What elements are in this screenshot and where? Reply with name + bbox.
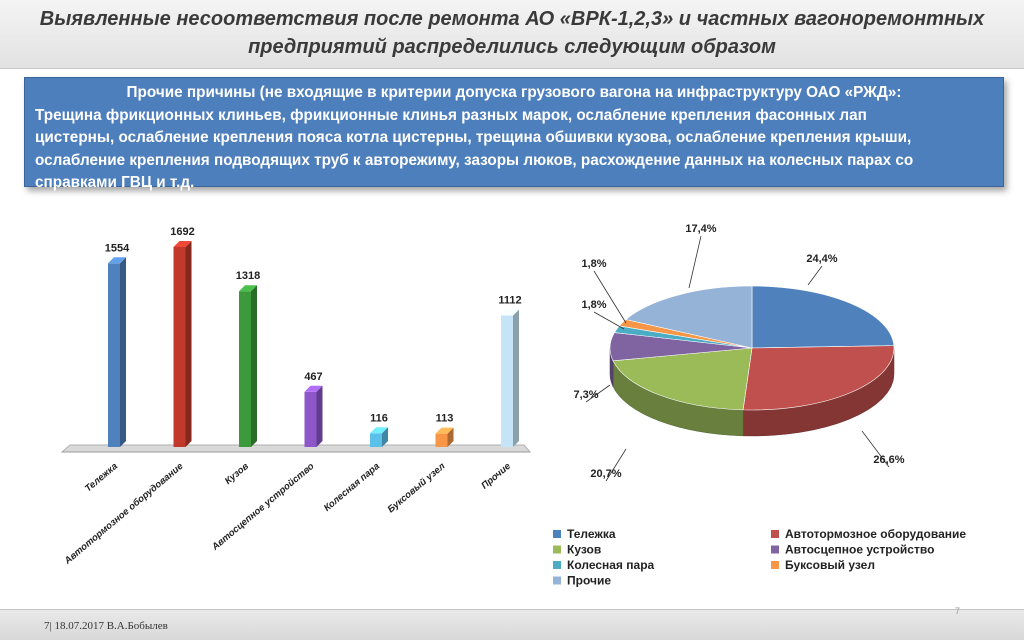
- bar-side: [513, 309, 519, 447]
- pie-slice: [751, 285, 895, 349]
- legend-label: Кузов: [567, 543, 601, 557]
- legend-swatch: [553, 576, 561, 585]
- bar-front: [304, 391, 317, 447]
- legend-swatch: [771, 561, 779, 569]
- footer-text: 7| 18.07.2017 В.А.Бобылев: [44, 620, 168, 632]
- other-reasons-box: Прочие причины (не входящие в критерии д…: [24, 77, 1004, 191]
- bar-top: [173, 241, 192, 247]
- bar-side: [447, 427, 454, 447]
- bar-value-label: 467: [304, 371, 322, 383]
- legend-label: Буксовый узел: [785, 558, 875, 572]
- bar-front: [501, 315, 513, 447]
- pie-leader-line: [585, 384, 611, 403]
- floor-plane: [60, 444, 532, 453]
- other-reasons-line: ослабление крепления подводящих труб к а…: [35, 151, 914, 169]
- bar-category-label: Кузов: [223, 461, 251, 487]
- pie-leader-line: [688, 235, 702, 289]
- legend-swatch: [553, 561, 561, 569]
- bar-top: [304, 385, 323, 392]
- footer-bar: 7 7| 18.07.2017 В.А.Бобылев: [0, 606, 1024, 640]
- pie-percent-label: 24,4%: [806, 253, 837, 265]
- bar-top: [108, 257, 126, 264]
- bar-category-label: Автосцепное устройство: [209, 461, 316, 554]
- bar-value-label: 116: [370, 412, 388, 424]
- legend-swatch: [553, 530, 561, 538]
- pie-leader-line: [605, 448, 627, 482]
- legend-swatch: [553, 545, 561, 554]
- bar-front: [108, 263, 120, 447]
- pie-chart: 24,4% 26,6% 20,7% 7,3% 1,8% 1,8% 17,4% Тележка А…: [553, 223, 966, 588]
- slide-title-line-1: Выявленные несоответствия после ремонта …: [39, 8, 985, 30]
- bar-chart: 1554 Тележка 1692 Автотормозное оборудовани…: [60, 226, 532, 567]
- bar-top: [239, 285, 257, 292]
- bar-front: [173, 247, 186, 447]
- other-reasons-line: цистерны, ослабление крепления пояса кот…: [35, 129, 912, 146]
- pie-percent-label: 20,7%: [590, 468, 621, 480]
- legend-label: Колесная пара: [567, 558, 655, 572]
- bar-value-label: 1554: [105, 242, 130, 254]
- pie-percent-label: 26,6%: [873, 454, 904, 466]
- bar-value-label: 1692: [170, 226, 194, 238]
- pie-percent-label: 17,4%: [685, 223, 716, 235]
- legend-label: Тележка: [567, 527, 616, 541]
- pie-leader-line: [593, 311, 625, 330]
- page-mark: 7: [954, 606, 960, 616]
- charts-area: 1554 Тележка 1692 Автотормозное оборудовани…: [60, 223, 966, 588]
- bar-front: [435, 433, 448, 447]
- slide-title-line-2: предприятий распределились следующим обр…: [248, 36, 776, 58]
- bar-value-label: 113: [436, 413, 454, 425]
- legend-swatch: [771, 545, 779, 554]
- legend-label: Автотормозное оборудование: [785, 527, 966, 541]
- pie-slice: [612, 347, 753, 411]
- pie-slice: [625, 285, 753, 349]
- pie-leader-line: [861, 430, 890, 468]
- bar-side: [251, 285, 257, 447]
- bar-category-label: Колесная пара: [322, 461, 382, 514]
- bar-top: [435, 427, 454, 434]
- bar-side: [120, 257, 126, 447]
- legend-label: Автосцепное устройство: [785, 543, 934, 557]
- other-reasons-line: Трещина фрикционных клиньев, фрикционные…: [35, 106, 867, 124]
- bar-side: [316, 385, 323, 447]
- legend-label: Прочие: [567, 574, 611, 588]
- bar-category-label: Прочие: [479, 460, 513, 491]
- bar-side: [185, 241, 192, 447]
- bar-top: [370, 427, 388, 434]
- other-reasons-header: Прочие причины (не входящие в критерии д…: [126, 84, 902, 101]
- bar-value-label: 1112: [498, 295, 521, 307]
- legend-swatch: [771, 530, 779, 538]
- bar-value-label: 1318: [236, 270, 260, 282]
- pie-percent-label: 1,8%: [581, 258, 606, 270]
- pie-slice: [742, 345, 895, 411]
- bar-top: [501, 309, 519, 316]
- pie-leader-line: [593, 270, 627, 324]
- pie-percent-label: 7,3%: [573, 389, 598, 401]
- bar-front: [239, 291, 251, 447]
- bar-front: [370, 433, 382, 447]
- pie-percent-label: 1,8%: [581, 299, 606, 311]
- pie-leader-line: [807, 265, 823, 286]
- other-reasons-line: справками ГВЦ и т.д.: [35, 174, 195, 191]
- title-band: Выявленные несоответствия после ремонта …: [0, 0, 1024, 69]
- bar-category-label: Тележка: [83, 461, 120, 494]
- bar-side: [382, 427, 388, 447]
- bar-category-label: Автотормозное оборудование: [62, 460, 186, 567]
- bar-category-label: Буксовый узел: [386, 461, 448, 515]
